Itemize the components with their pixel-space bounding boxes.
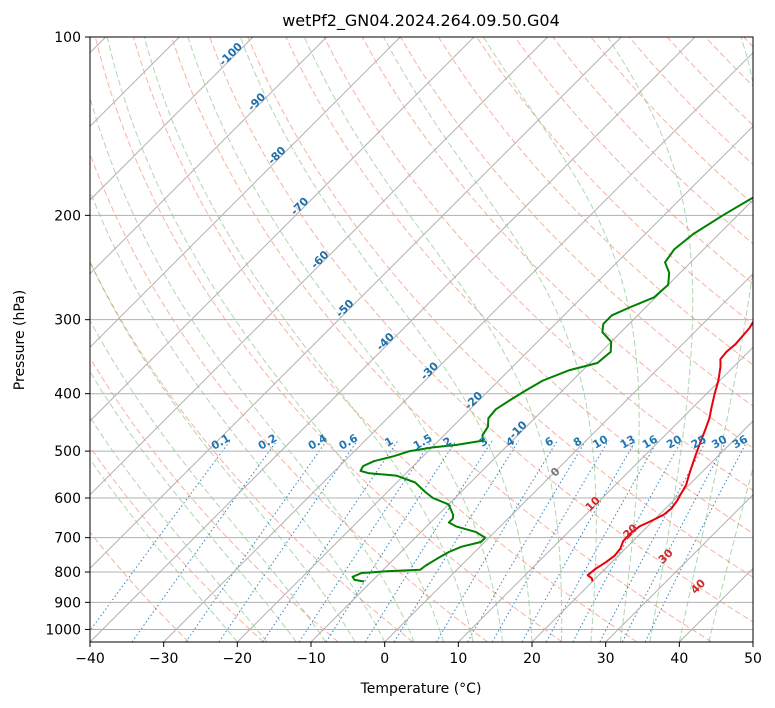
dry-adiabat	[437, 37, 753, 366]
dry-adiabat	[90, 446, 264, 642]
mixing-ratio-line	[435, 440, 558, 642]
mixing-ratio-line	[491, 440, 609, 642]
moist-adiabat	[143, 37, 474, 642]
x-tick-label: 50	[744, 651, 762, 667]
moist-adiabat	[90, 370, 297, 642]
x-tick-label: −30	[149, 651, 179, 667]
moist-adiabat	[482, 37, 640, 642]
x-tick-label: 30	[597, 651, 615, 667]
y-tick-label: 200	[54, 208, 81, 224]
moist-adiabat	[90, 416, 268, 642]
isotherm-gridline	[90, 37, 622, 570]
mixing-ratio-line	[131, 440, 278, 642]
mixing-ratio-line	[185, 440, 328, 642]
y-tick-label: 500	[54, 444, 81, 460]
y-tick-label: 100	[54, 30, 81, 46]
moist-adiabat	[239, 37, 533, 642]
dewpoint-line	[351, 196, 753, 583]
y-tick-label: 600	[54, 491, 81, 507]
moist-adiabat	[678, 37, 753, 642]
grid-lines	[90, 37, 753, 642]
mixing-ratio-line	[90, 440, 231, 632]
x-tick-label: −10	[296, 651, 326, 667]
isotherm-gridline	[605, 493, 753, 642]
mixing-ratio-line	[325, 440, 457, 642]
isotherm-gridline	[531, 420, 753, 642]
isotherm-gridline	[163, 51, 753, 642]
isotherm-gridline	[90, 37, 328, 275]
moist-adiabat	[383, 37, 597, 642]
isotherm-gridline	[90, 37, 696, 642]
isotherm-gridline	[457, 346, 753, 642]
moist-adiabat	[90, 458, 238, 642]
mixing-ratio-line	[644, 440, 748, 642]
y-tick-label: 700	[54, 531, 81, 547]
x-tick-label: 10	[449, 651, 467, 667]
y-axis: 100 200 300 400 500 600 700 800 900 1000	[45, 30, 90, 638]
moist-adiabat	[607, 37, 694, 642]
moist-adiabat	[303, 37, 563, 642]
x-tick-label: 40	[670, 651, 688, 667]
x-axis-label: Temperature (°C)	[360, 681, 482, 697]
x-tick-label: 20	[523, 651, 541, 667]
temperature-line	[586, 320, 753, 582]
moist-adiabat	[90, 260, 356, 642]
moist-adiabat	[187, 37, 503, 642]
y-tick-label: 400	[54, 387, 81, 403]
isotherm-gridline	[310, 199, 753, 642]
moist-adiabat	[90, 189, 386, 642]
dry-adiabat	[132, 37, 638, 642]
dry-adiabat	[361, 37, 753, 449]
isotherm-gridline	[90, 37, 475, 422]
mixing-ratio-line	[298, 440, 432, 642]
mixing-ratio-line	[545, 440, 659, 642]
y-tick-label: 800	[54, 565, 81, 581]
moist-adiabat	[106, 37, 445, 642]
isotherm-gridline	[90, 37, 401, 349]
mixing-ratio-line	[521, 440, 637, 642]
dry-adiabat	[514, 37, 753, 285]
chart-title: wetPf2_GN04.2024.264.09.50.G04	[282, 11, 560, 31]
y-tick-label: 1000	[45, 622, 81, 638]
y-axis-label: Pressure (hPa)	[12, 290, 28, 390]
x-axis: −40 −30 −20 −10 0 10 20 30 40 50	[75, 642, 762, 667]
dry-adiabat	[247, 37, 753, 578]
mixing-ratio-line	[262, 440, 399, 642]
profile-series	[351, 196, 753, 583]
y-tick-label: 300	[54, 313, 81, 329]
dry-adiabat	[285, 37, 753, 535]
isotherm-gridline	[236, 125, 753, 642]
mixing-ratio-line	[364, 440, 493, 642]
x-tick-label: −20	[223, 651, 253, 667]
plot-frame	[89, 36, 754, 643]
mixing-ratio-line	[467, 440, 587, 642]
y-tick-label: 900	[54, 595, 81, 611]
dry-adiabat	[90, 356, 339, 642]
mixing-ratio-line	[572, 440, 683, 642]
x-tick-label: −40	[75, 651, 105, 667]
isotherm-gridline	[90, 37, 254, 201]
dry-adiabat	[399, 37, 753, 407]
dry-adiabat	[209, 37, 753, 623]
x-tick-label: 0	[380, 651, 389, 667]
dry-adiabat	[94, 37, 563, 642]
isotherm-gridline	[90, 37, 549, 496]
dry-adiabat	[90, 531, 190, 642]
dry-adiabat	[90, 152, 488, 642]
isotherm-gridline	[384, 272, 753, 642]
